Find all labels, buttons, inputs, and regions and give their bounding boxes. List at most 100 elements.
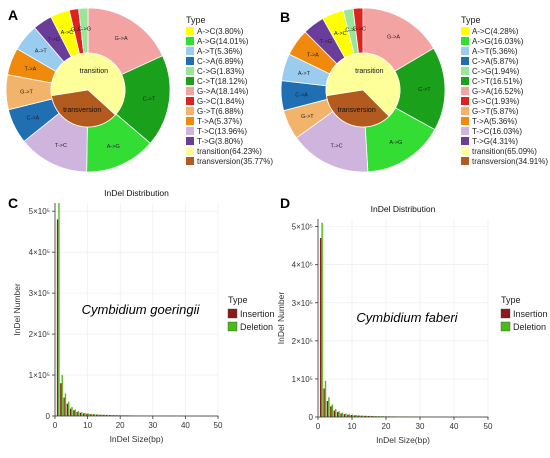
- bar-insertion: [357, 415, 359, 417]
- legend-swatch-a-to-g: [461, 37, 469, 45]
- legend-swatch-transversion: [461, 157, 469, 165]
- bar-deletion: [338, 411, 340, 417]
- panel-label-a: A: [8, 7, 18, 23]
- slice-label-g-to-c: G->C: [71, 27, 84, 33]
- legend-item-a-to-t: A->T(5.36%): [197, 47, 243, 56]
- y-tick-label: 0: [46, 412, 51, 421]
- bar-deletion: [331, 404, 334, 417]
- bar-deletion: [345, 413, 347, 417]
- plot-area: [318, 219, 488, 417]
- bar-deletion: [87, 413, 89, 416]
- bar-insertion: [96, 414, 98, 416]
- bar-deletion: [71, 406, 73, 416]
- bar-deletion: [379, 416, 381, 417]
- inner-slice-transition: [50, 52, 126, 116]
- x-tick-label: 0: [53, 421, 58, 430]
- legend-swatch-insertion: [500, 308, 511, 319]
- legend-item-g-to-a: G->A(16.52%): [472, 87, 524, 96]
- panel-label-b: B: [280, 9, 290, 25]
- slice-label-g-to-t: G->T: [20, 90, 33, 96]
- bar-deletion: [352, 414, 354, 417]
- slice-label-a-to-c: A->C: [334, 31, 347, 37]
- legend-swatch-g-to-t: [186, 107, 194, 115]
- legend-swatch-g-to-c: [186, 97, 194, 105]
- legend-swatch-transition: [461, 147, 469, 155]
- bar-insertion: [319, 238, 322, 417]
- legend-swatch-a-to-g: [186, 37, 194, 45]
- bar-deletion: [358, 415, 361, 417]
- legend-item-g-to-a: G->A(18.14%): [197, 87, 249, 96]
- bar-insertion: [323, 388, 325, 417]
- bar-insertion: [333, 410, 335, 417]
- legend-item-g-to-t: G->T(6.88%): [197, 107, 244, 116]
- bar-insertion: [343, 414, 346, 417]
- legend-swatch-t-to-c: [186, 127, 194, 135]
- slice-label-a-to-g: A->G: [389, 140, 402, 146]
- species-annotation: Cymbidium goeringii: [82, 302, 201, 317]
- bar-insertion: [60, 383, 62, 416]
- legend-swatch-c-to-g: [186, 67, 194, 75]
- legend-item-a-to-t: A->T(5.36%): [472, 47, 518, 56]
- bar-insertion: [364, 415, 366, 417]
- legend-item-c-to-g: C->G(1.83%): [197, 67, 245, 76]
- legend-title: Type: [186, 15, 206, 25]
- inner-label-transversion: transversion: [338, 107, 376, 114]
- legend-item-deletion: Deletion: [513, 322, 546, 332]
- legend-swatch-a-to-t: [186, 47, 194, 55]
- bar-insertion: [370, 416, 373, 417]
- bar-insertion: [99, 414, 101, 416]
- legend-title: Type: [461, 15, 481, 25]
- bar-deletion: [94, 414, 96, 416]
- x-axis-title: InDel Size(bp): [110, 434, 164, 444]
- bar-deletion: [116, 415, 119, 416]
- legend-swatch-t-to-c: [461, 127, 469, 135]
- bar-insertion: [109, 415, 111, 416]
- legend-swatch-t-to-a: [186, 117, 194, 125]
- bar-deletion: [355, 415, 357, 417]
- y-tick-label: 3×10⁵: [29, 289, 50, 298]
- legend-swatch-c-to-g: [461, 67, 469, 75]
- indel-chart-c: 0 1×10⁵ 2×10⁵ 3×10⁵ 4×10⁵ 5×10⁵ 0 10 20 30 40 50 InD…: [12, 188, 275, 444]
- chart-title: InDel Distribution: [104, 188, 169, 198]
- legend-swatch-t-to-g: [186, 137, 194, 145]
- legend-item-a-to-c: A->C(4.28%): [472, 27, 519, 36]
- bar-insertion: [360, 415, 363, 417]
- bar-insertion: [326, 401, 329, 417]
- y-tick-label: 2×10⁵: [29, 330, 50, 339]
- bar-insertion: [56, 219, 59, 416]
- x-tick-label: 10: [348, 422, 357, 431]
- slice-label-t-to-c: T->C: [331, 144, 343, 150]
- pie-chart-a: G->AC->TA->GT->CC->AG->TT->AA->TT->GA->C…: [5, 7, 273, 173]
- y-tick-label: 4×10⁵: [292, 261, 313, 270]
- slice-label-g-to-a: G->A: [387, 35, 400, 41]
- legend-swatch-c-to-t: [186, 77, 194, 85]
- y-tick-label: 1×10⁵: [29, 371, 50, 380]
- bar-insertion: [330, 406, 332, 417]
- plot-area: [55, 203, 218, 416]
- bar-deletion: [110, 414, 112, 416]
- legend-item-insertion: Insertion: [513, 309, 548, 319]
- legend-item-transversion: transversion(34.91%): [472, 157, 548, 166]
- legend-item-deletion: Deletion: [240, 322, 273, 332]
- slice-label-c-to-a: C->A: [27, 115, 40, 121]
- x-tick-label: 50: [484, 422, 493, 431]
- bar-insertion: [102, 414, 104, 416]
- legend-swatch-c-to-t: [461, 77, 469, 85]
- bar-deletion: [90, 413, 93, 416]
- slice-label-a-to-t: A->T: [298, 71, 311, 77]
- bar-insertion: [340, 413, 342, 417]
- slice-label-g-to-a: G->A: [115, 36, 128, 42]
- legend-swatch-deletion: [227, 321, 238, 332]
- panel-label-d: D: [280, 195, 290, 211]
- y-tick-label: 2×10⁵: [292, 337, 313, 346]
- legend-item-t-to-a: T->A(5.36%): [472, 117, 517, 126]
- legend-item-g-to-c: G->C(1.93%): [472, 97, 520, 106]
- bar-deletion: [68, 401, 70, 416]
- y-tick-label: 3×10⁵: [292, 299, 313, 308]
- bar-deletion: [113, 415, 116, 416]
- legend-swatch-transition: [186, 147, 194, 155]
- bar-deletion: [328, 397, 330, 417]
- slice-label-c-to-g: C->G: [78, 27, 91, 33]
- slice-label-t-to-c: T->C: [55, 143, 67, 149]
